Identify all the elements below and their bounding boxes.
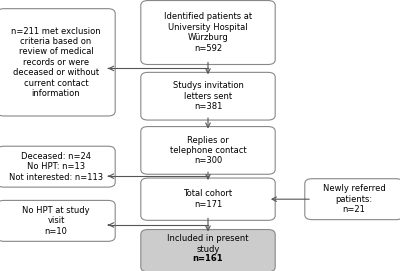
Text: Replies or
telephone contact
n=300: Replies or telephone contact n=300 xyxy=(170,136,246,165)
Text: Included in present
study: Included in present study xyxy=(167,234,249,254)
FancyBboxPatch shape xyxy=(305,179,400,220)
FancyBboxPatch shape xyxy=(141,178,275,220)
Text: Studys invitation
letters sent
n=381: Studys invitation letters sent n=381 xyxy=(172,81,244,111)
Text: Deceased: n=24
No HPT: n=13
Not interested: n=113: Deceased: n=24 No HPT: n=13 Not interest… xyxy=(9,152,103,182)
Text: Total cohort
n=171: Total cohort n=171 xyxy=(184,189,232,209)
FancyBboxPatch shape xyxy=(141,127,275,174)
FancyBboxPatch shape xyxy=(141,72,275,120)
Text: n=211 met exclusion
criteria based on
review of medical
records or were
deceased: n=211 met exclusion criteria based on re… xyxy=(11,27,101,98)
FancyBboxPatch shape xyxy=(141,1,275,64)
FancyBboxPatch shape xyxy=(0,146,115,187)
Text: Newly referred
patients:
n=21: Newly referred patients: n=21 xyxy=(323,184,385,214)
Text: n=161: n=161 xyxy=(193,254,223,263)
FancyBboxPatch shape xyxy=(141,230,275,271)
FancyBboxPatch shape xyxy=(0,201,115,241)
FancyBboxPatch shape xyxy=(0,9,115,116)
Text: Identified patients at
University Hospital
Würzburg
n=592: Identified patients at University Hospit… xyxy=(164,12,252,53)
Text: No HPT at study
visit
n=10: No HPT at study visit n=10 xyxy=(22,206,90,236)
